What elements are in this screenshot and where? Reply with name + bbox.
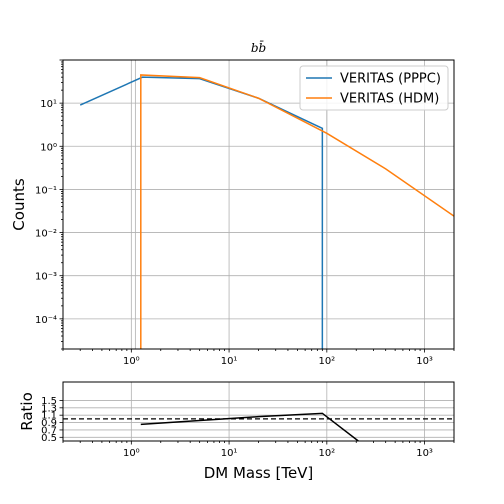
main-y-tick-label: 10⁰ [40, 142, 57, 153]
main-legend: VERITAS (PPPC) VERITAS (HDM) [299, 65, 449, 111]
ratio-y-tick-label: 1.5 [41, 396, 57, 407]
main-x-tick-label: 10⁰ [123, 356, 140, 367]
ratio-y-ticks: 0.50.70.91.11.31.5 [41, 396, 63, 444]
main-y-tick-label: 10⁻⁴ [35, 315, 57, 326]
legend-entry: VERITAS (HDM) [340, 92, 439, 107]
main-plot: bb̄ 10⁰ 10¹ 10² 10³ 10⁻⁴10⁻³10⁻²10⁻¹10⁰10¹ … [10, 39, 455, 367]
main-title: bb̄ [251, 39, 266, 55]
ratio-y-tick-label: 0.9 [41, 418, 57, 429]
main-y-tick-label: 10⁻³ [35, 272, 57, 283]
ratio-series [140, 412, 359, 441]
ratio-x-tick-label: 10¹ [221, 448, 238, 459]
series-line-pppc [79, 76, 324, 349]
ratio-plot: 10⁰ 10¹ 10² 10³ 0.50.70.91.11.31.5 Ratio DM… [18, 381, 455, 482]
ratio-y-axis-label: Ratio [18, 392, 36, 431]
ratio-y-tick-label: 0.5 [41, 433, 57, 444]
main-x-tick-label: 10³ [416, 356, 433, 367]
ratio-x-tick-label: 10⁰ [123, 448, 140, 459]
main-x-ticks: 10⁰ 10¹ 10² 10³ [62, 349, 455, 367]
main-series [79, 74, 454, 349]
ratio-series-line [140, 412, 359, 441]
main-x-tick-label: 10¹ [221, 356, 238, 367]
main-y-axis-label: Counts [10, 178, 28, 231]
ratio-x-axis-label: DM Mass [TeV] [204, 464, 314, 482]
ratio-y-tick-label: 1.1 [41, 411, 57, 422]
main-x-tick-label: 10² [318, 356, 335, 367]
ratio-plot-frame [62, 381, 455, 442]
legend-entry: VERITAS (PPPC) [340, 72, 441, 87]
main-y-tick-label: 10¹ [40, 99, 57, 110]
main-y-tick-label: 10⁻² [35, 229, 57, 240]
legend-box [299, 65, 449, 111]
ratio-x-tick-label: 10² [318, 448, 335, 459]
ratio-grid [63, 382, 454, 441]
ratio-y-tick-label: 0.7 [41, 425, 57, 436]
ratio-y-tick-label: 1.3 [41, 403, 57, 414]
ratio-x-tick-label: 10³ [416, 448, 433, 459]
ratio-x-ticks: 10⁰ 10¹ 10² 10³ [62, 441, 455, 459]
main-y-tick-label: 10⁻¹ [35, 185, 57, 196]
series-line-hdm [140, 74, 454, 349]
main-y-ticks: 10⁻⁴ 10⁻³ 10⁻² 10⁻¹ 10⁰ 10¹ [35, 59, 63, 350]
